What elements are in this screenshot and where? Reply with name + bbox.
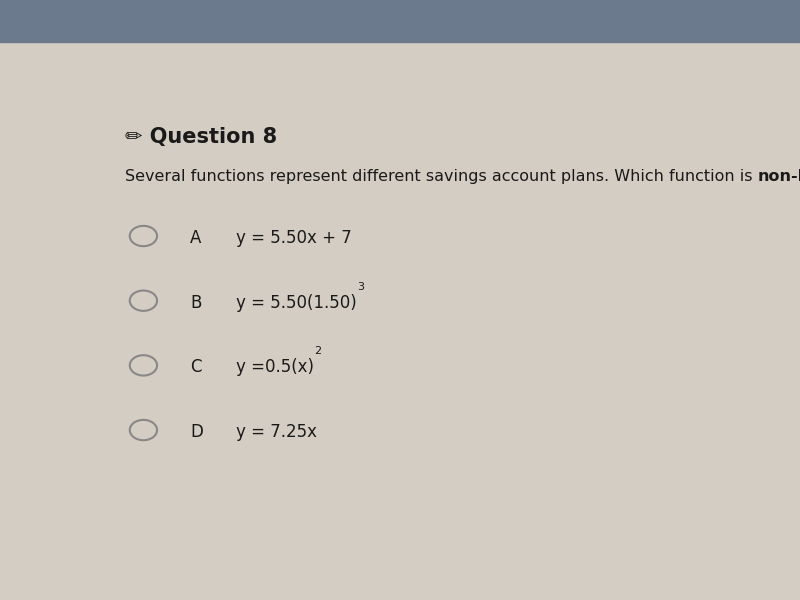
Text: y = 7.25x: y = 7.25x [237,423,318,441]
Text: D: D [190,423,202,441]
Text: 2: 2 [314,346,322,356]
Text: y = 5.50x + 7: y = 5.50x + 7 [237,229,352,247]
Text: non-linear?: non-linear? [758,169,800,184]
Text: C: C [190,358,202,376]
Text: B: B [190,294,202,312]
Text: y = 5.50(1.50): y = 5.50(1.50) [237,294,357,312]
Text: 3: 3 [357,282,364,292]
Text: Several functions represent different savings account plans. Which function is: Several functions represent different sa… [125,169,758,184]
Text: ✏ Question 8: ✏ Question 8 [125,127,277,148]
Text: A: A [190,229,202,247]
Text: y =0.5(x): y =0.5(x) [237,358,314,376]
